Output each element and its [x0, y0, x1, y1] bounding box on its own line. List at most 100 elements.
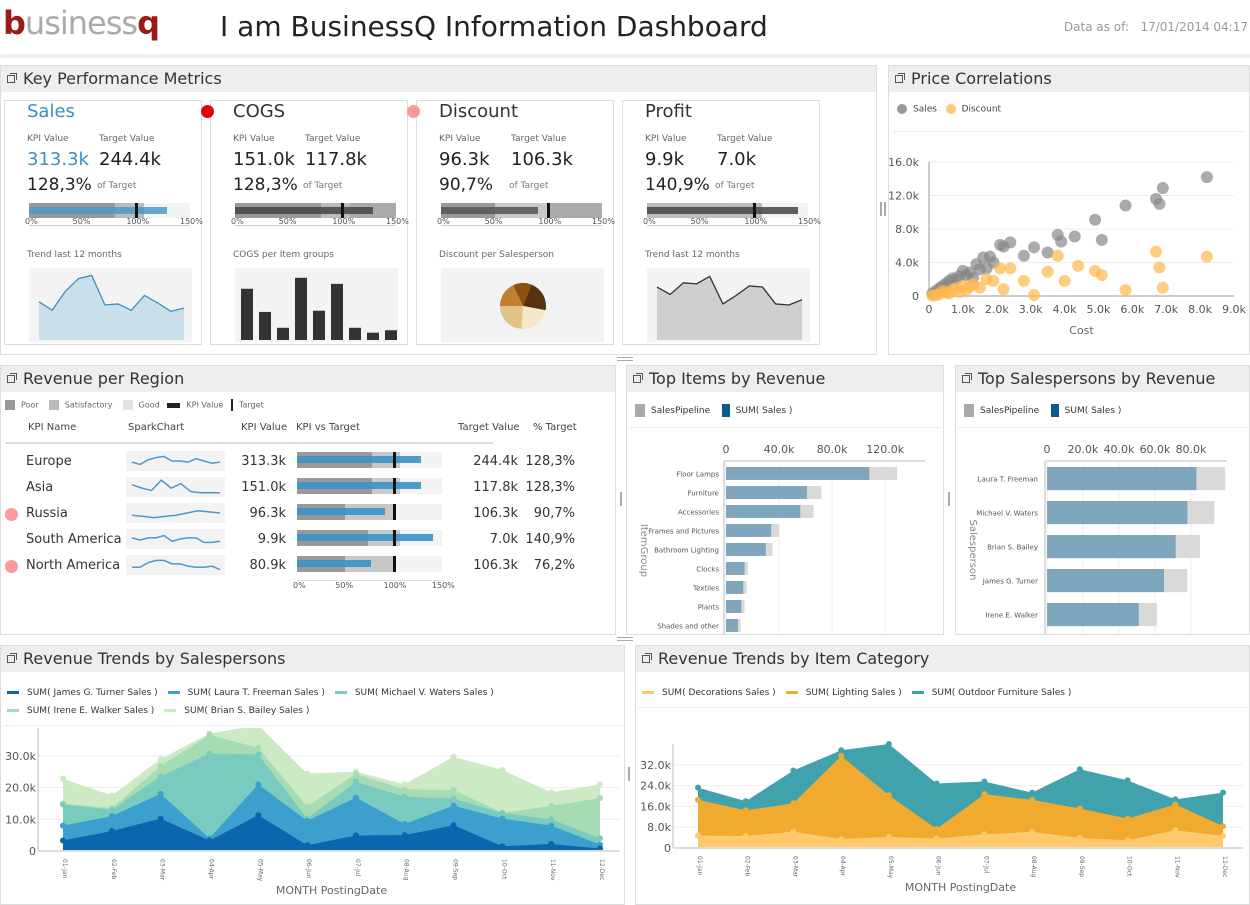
top-salespersons-header[interactable]: Top Salespersons by Revenue [956, 366, 1249, 392]
x-tick-label: 03-Mar [791, 856, 798, 878]
page-title: I am BusinessQ Information Dashboard [220, 10, 768, 43]
data-point [108, 813, 115, 820]
cogs-bar [313, 310, 325, 340]
scatter-point-sales [1068, 230, 1081, 243]
panel-title: Price Correlations [911, 69, 1052, 88]
legend-item[interactable]: SUM( Decorations Sales ) [642, 684, 776, 702]
data-point [352, 794, 359, 801]
legend-label: Target [238, 400, 264, 410]
restore-icon[interactable] [962, 373, 972, 383]
kpi-card-discount[interactable]: Discount KPI Value Target Value 96.3k 106.3k… [407, 100, 615, 345]
price-correlations-header[interactable]: Price Correlations [889, 66, 1249, 92]
col-target-value[interactable]: Target Value [458, 422, 520, 433]
resize-handle[interactable] [628, 767, 630, 781]
target-marker [392, 556, 396, 572]
col-sparkchart[interactable]: SparkChart [128, 422, 185, 433]
category-label: Accessories [678, 508, 719, 516]
cogs-bar [295, 277, 307, 340]
data-point [352, 832, 359, 839]
target-marker [392, 504, 396, 520]
mini-chart [647, 268, 810, 342]
region-name: Europe [26, 454, 72, 469]
restore-icon[interactable] [7, 373, 17, 383]
sales-bar [726, 562, 745, 575]
mini-chart [441, 268, 604, 342]
resize-handle[interactable] [617, 360, 633, 361]
table-row[interactable]: South America 9.9k 7.0k 140,9% [1, 529, 613, 555]
x-tick-label: 04-Apr [207, 859, 214, 880]
cogs-bar [277, 327, 289, 340]
trend-category-header[interactable]: Revenue Trends by Item Category [636, 646, 1249, 672]
restore-icon[interactable] [7, 653, 17, 663]
resize-handle[interactable] [617, 640, 633, 641]
kpi-value: 96.3k [249, 506, 286, 521]
legend-item[interactable]: SUM( Laura T. Freeman Sales ) [167, 684, 325, 702]
legend-divider [629, 427, 941, 428]
kpi-card-sales[interactable]: Sales KPI Value Target Value 313.3k 244.4k 12… [4, 100, 203, 345]
restore-icon[interactable] [633, 373, 643, 383]
of-target-label: of Target [509, 181, 549, 191]
resize-handle[interactable] [617, 637, 633, 638]
trend-salespersons-header[interactable]: Revenue Trends by Salespersons [1, 646, 624, 672]
target-marker [547, 203, 551, 218]
category-label: Floor Lamps [676, 470, 719, 478]
legend-swatch-discount [945, 104, 956, 114]
kpi-card-profit[interactable]: Profit KPI Value Target Value 9.9k 7.0k 140,9… [622, 100, 821, 345]
kpi-bar [647, 207, 799, 214]
restore-icon[interactable] [7, 73, 17, 83]
resize-handle[interactable] [948, 492, 950, 506]
top-items-header[interactable]: Top Items by Revenue [627, 366, 943, 392]
resize-handle[interactable] [880, 202, 882, 216]
legend-label: SalesPipeline [980, 406, 1040, 416]
table-row[interactable]: Europe 313.3k 244.4k 128,3% [1, 451, 613, 477]
col-pct-target[interactable]: % Target [533, 422, 577, 433]
kpi-panel-header[interactable]: Key Performance Metrics [1, 66, 876, 92]
data-point [981, 778, 988, 785]
table-row[interactable]: North America 80.9k 106.3k 76,2% [1, 555, 613, 581]
area-series [63, 815, 600, 851]
scatter-chart: 0 4.0k 8.0k 12.0k 16.0k 0 1.0k 2.0k 3.0k 4.0k 5.0k… [889, 156, 1247, 337]
legend-item[interactable]: SUM( Brian S. Bailey Sales ) [164, 702, 309, 720]
revenue-region-header[interactable]: Revenue per Region [1, 366, 615, 392]
table-row[interactable]: Asia 151.0k 117.8k 128,3% [1, 477, 613, 503]
trend-salespersons-panel: Revenue Trends by Salespersons SUM( Jame… [0, 645, 625, 905]
data-point [1029, 828, 1036, 835]
data-point [157, 762, 164, 769]
table-row[interactable]: Russia 96.3k 106.3k 90,7% [1, 503, 613, 529]
col-kpi-value[interactable]: KPI Value [241, 422, 288, 433]
bullet-chart [297, 504, 442, 520]
data-point [695, 784, 701, 791]
asof-value: 17/01/2014 04:17 [1140, 20, 1248, 34]
legend-item[interactable]: SUM( Outdoor Furniture Sales ) [911, 684, 1071, 702]
price-correlations-panel: Price Correlations Sales Discount 0 4.0k 8… [888, 65, 1250, 355]
x-tick-label: 10-Oct [500, 859, 507, 880]
sparkline-svg [131, 479, 220, 494]
logo-mid: usiness [24, 4, 138, 42]
x-tick-label: 2.0k [985, 303, 1009, 316]
data-point [885, 833, 892, 840]
resize-handle[interactable] [620, 492, 622, 506]
legend-item[interactable]: SUM( Irene E. Walker Sales ) [7, 702, 154, 720]
category-label: Shades and other [657, 622, 719, 630]
col-kpi-name[interactable]: KPI Name [28, 422, 77, 433]
data-point [1029, 796, 1036, 803]
legend-item[interactable]: SUM( James G. Turner Sales ) [7, 684, 158, 702]
x-tick-label: 12-Dec [1221, 856, 1228, 877]
legend-item[interactable]: SUM( Lighting Sales ) [785, 684, 902, 702]
x-tick-label: 1.0k [951, 303, 975, 316]
kpi-card-cogs[interactable]: COGS KPI Value Target Value 151.0k 117.8k 128… [201, 100, 409, 345]
x-tick-label: 11-Nov [1173, 856, 1180, 878]
data-point [548, 822, 555, 829]
resize-handle[interactable] [617, 357, 633, 358]
y-tick-label: 16.0k [889, 156, 920, 169]
legend-item[interactable]: SUM( Michael V. Waters Sales ) [334, 684, 494, 702]
data-point [401, 786, 408, 793]
data-point [597, 845, 603, 852]
col-kpi-vs-target[interactable]: KPI vs Target [296, 422, 360, 433]
restore-icon[interactable] [642, 653, 652, 663]
data-point [401, 821, 408, 828]
data-point [742, 807, 749, 814]
data-point [981, 831, 988, 838]
restore-icon[interactable] [895, 73, 905, 83]
resize-handle[interactable] [884, 202, 886, 216]
